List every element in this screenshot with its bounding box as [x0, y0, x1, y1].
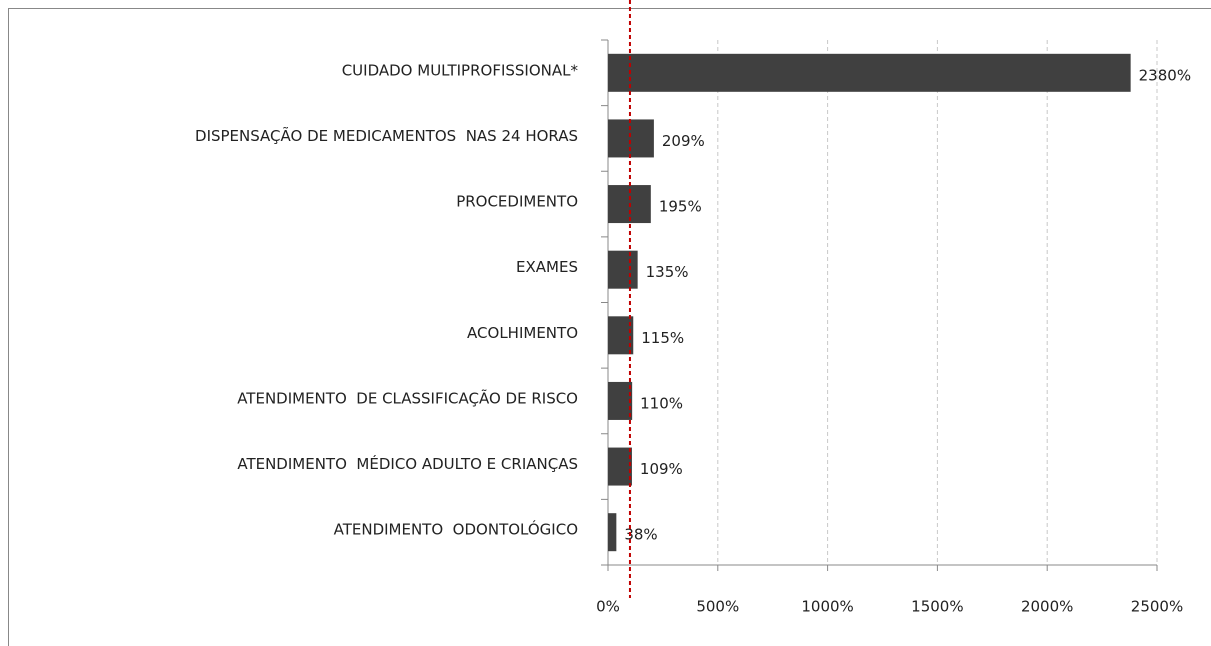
y-tick-label: ATENDIMENTO DE CLASSIFICAÇÃO DE RISCO: [237, 388, 578, 407]
x-tick-label: 1500%: [911, 598, 963, 616]
value-label: 2380%: [1139, 66, 1191, 84]
y-tick-label: EXAMES: [516, 258, 578, 276]
y-tick-label: PROCEDIMENTO: [456, 193, 578, 211]
y-tick-label: CUIDADO MULTIPROFISSIONAL*: [342, 61, 579, 79]
bar: [608, 447, 632, 486]
value-label: 110%: [640, 394, 683, 412]
y-tick-label: ATENDIMENTO MÉDICO ADULTO E CRIANÇAS: [237, 454, 578, 473]
value-label: 195%: [659, 198, 702, 216]
value-label: 38%: [624, 526, 657, 544]
bar: [608, 119, 654, 158]
x-tick-label: 2500%: [1131, 598, 1183, 616]
x-tick-label: 2000%: [1021, 598, 1073, 616]
value-label: 135%: [646, 263, 689, 281]
value-label: 209%: [662, 132, 705, 150]
bar: [608, 381, 633, 420]
x-tick-label: 500%: [696, 598, 739, 616]
bar: [608, 53, 1131, 92]
value-label: 109%: [640, 460, 683, 478]
y-tick-label: ATENDIMENTO ODONTOLÓGICO: [334, 520, 578, 539]
value-label: 115%: [641, 329, 684, 347]
x-tick-label: 0%: [596, 598, 620, 616]
chart-frame: [8, 8, 1211, 646]
y-tick-label: DISPENSAÇÃO DE MEDICAMENTOS NAS 24 HORAS: [195, 126, 578, 145]
y-tick-label: ACOLHIMENTO: [467, 324, 578, 342]
x-tick-label: 1000%: [801, 598, 853, 616]
bar: [608, 513, 617, 552]
bar: [608, 250, 638, 289]
